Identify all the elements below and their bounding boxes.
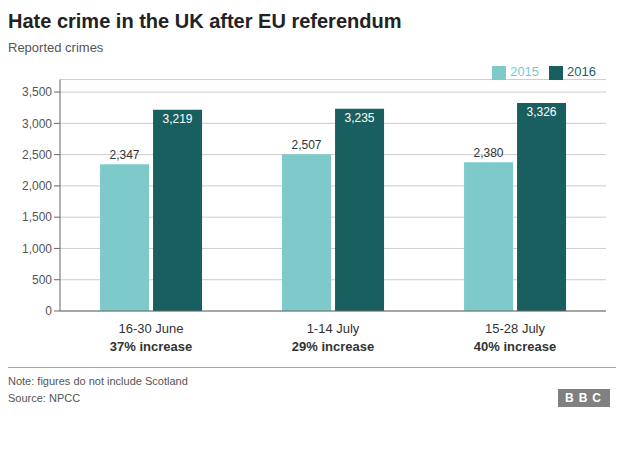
svg-text:2,507: 2,507: [292, 138, 322, 152]
svg-text:29% increase: 29% increase: [292, 339, 374, 354]
svg-text:15-28 July: 15-28 July: [485, 321, 545, 336]
html-text:Source: NPCC: Source: NPCC: [8, 392, 81, 404]
svg-text:2,347: 2,347: [110, 148, 140, 162]
svg-text:37% increase: 37% increase: [110, 339, 192, 354]
svg-text:3,219: 3,219: [163, 112, 193, 126]
html-text:Note: figures do not include S: Note: figures do not include Scotland: [8, 375, 188, 387]
svg-text:0: 0: [45, 304, 52, 318]
svg-text:500: 500: [32, 273, 52, 287]
html-text:2016: 2016: [567, 64, 596, 79]
svg-text:1,000: 1,000: [22, 242, 52, 256]
svg-text:3,235: 3,235: [345, 111, 375, 125]
svg-text:3,500: 3,500: [22, 85, 52, 99]
svg-text:1,500: 1,500: [22, 210, 52, 224]
html-text:Reported crimes: Reported crimes: [8, 40, 104, 55]
svg-text:3,326: 3,326: [527, 105, 557, 119]
svg-text:2,380: 2,380: [474, 146, 504, 160]
svg-text:40% increase: 40% increase: [474, 339, 556, 354]
svg-text:2,500: 2,500: [22, 148, 52, 162]
html-text:Hate crime in the UK after EU: Hate crime in the UK after EU referendum: [8, 10, 402, 32]
svg-text:1-14 July: 1-14 July: [307, 321, 360, 336]
svg-text:2,000: 2,000: [22, 179, 52, 193]
svg-text:3,000: 3,000: [22, 117, 52, 131]
html-text:2015: 2015: [510, 64, 540, 79]
html-text:BBC: BBC: [565, 391, 606, 405]
svg-text:16-30 June: 16-30 June: [118, 321, 183, 336]
